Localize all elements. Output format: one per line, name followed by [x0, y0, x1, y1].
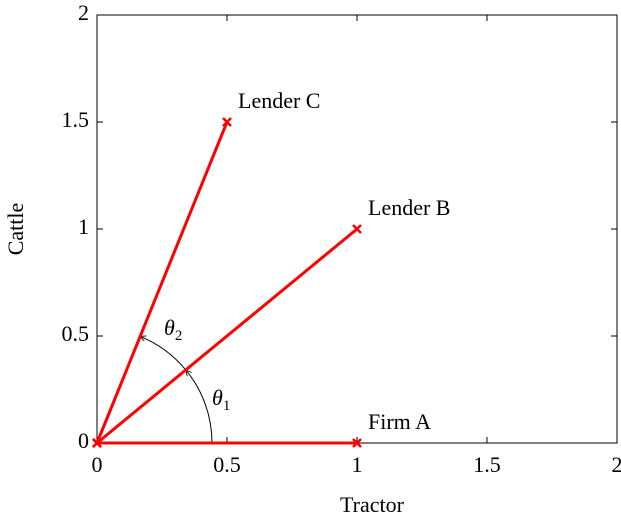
angle-arc [186, 370, 213, 444]
angle-subscript: 2 [175, 328, 183, 344]
x-tick-label: 1 [352, 452, 363, 477]
series-label: Lender C [238, 88, 320, 113]
angle-symbol: θ [212, 385, 223, 410]
angle-symbol: θ [164, 315, 175, 340]
angle-label: θ2 [164, 315, 182, 344]
angle-arc [140, 336, 187, 371]
y-tick-label: 2 [78, 0, 89, 25]
point-marker [92, 438, 102, 448]
y-tick-label: 1 [78, 214, 89, 239]
x-axis-title: Tractor [340, 492, 405, 517]
series-line [96, 227, 358, 445]
x-tick-label: 1.5 [473, 452, 501, 477]
x-tick-label: 2 [612, 452, 621, 477]
y-tick-label: 1.5 [62, 107, 90, 132]
y-tick-label: 0 [78, 428, 89, 453]
point-marker [222, 117, 232, 127]
series-label: Firm A [368, 409, 431, 434]
x-tick-label: 0.5 [213, 452, 241, 477]
point-marker [352, 438, 362, 448]
series-label: Lender B [368, 195, 450, 220]
angle-label: θ1 [212, 385, 230, 414]
y-axis-title: Cattle [3, 203, 28, 256]
y-tick-label: 0.5 [62, 321, 90, 346]
series-line [95, 121, 229, 444]
x-tick-label: 0 [92, 452, 103, 477]
angle-subscript: 1 [223, 398, 231, 414]
point-marker [352, 224, 362, 234]
